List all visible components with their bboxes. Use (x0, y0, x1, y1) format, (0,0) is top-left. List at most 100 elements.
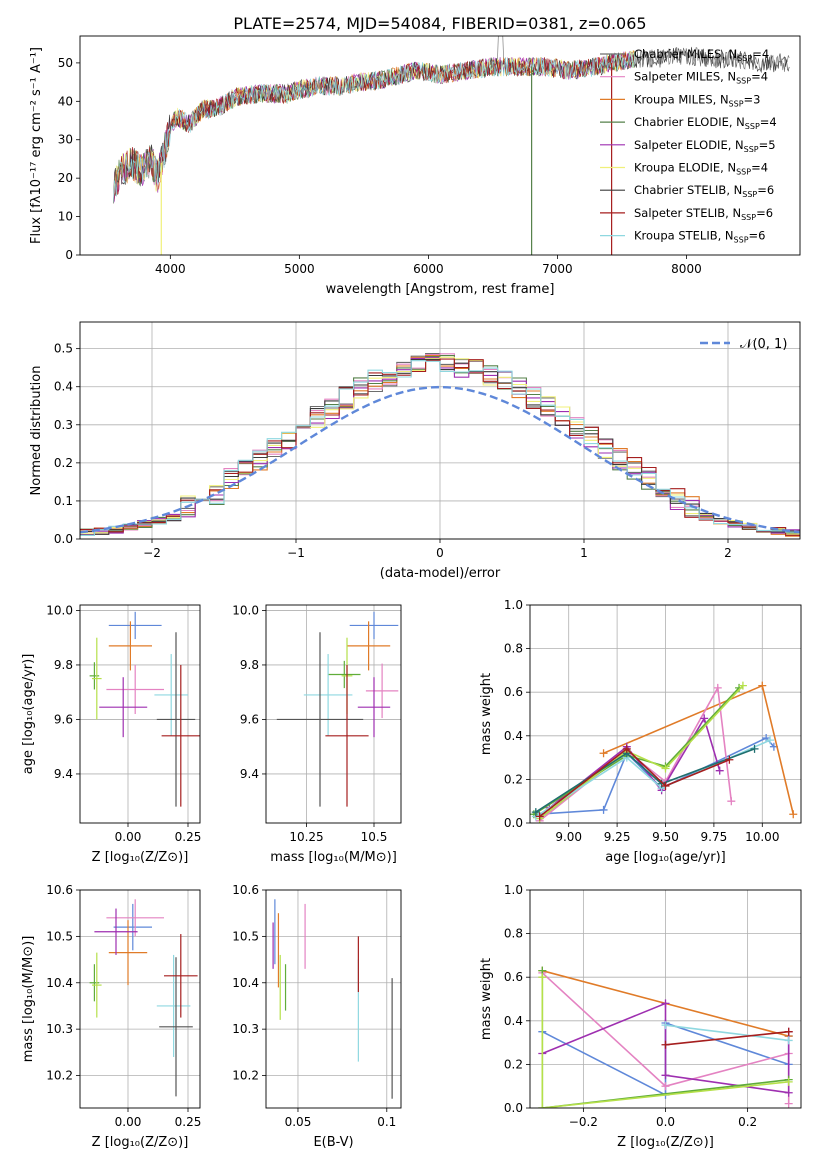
weight_vs_Z-marker (784, 1027, 793, 1036)
age_vs_mass-xlabel: mass [log₁₀(M/M⊙)] (270, 850, 397, 865)
weight_vs_age-xlabel: age [log₁₀(age/yr)] (605, 850, 726, 865)
spectrum-xtick-label: 5000 (284, 262, 315, 276)
weight_vs_age-xtick-label: 9.50 (652, 830, 679, 844)
weight_vs_Z-ytick-label: 1.0 (504, 883, 523, 897)
legend-entry-sub: SSP (744, 145, 759, 154)
weight_vs_age-ylabel: mass weight (479, 673, 494, 755)
legend-entry-name: Salpeter STELIB, N (634, 206, 741, 220)
weight_vs_age-marker (531, 808, 540, 817)
weight_vs_age-marker (727, 797, 736, 806)
weight_vs_Z-marker (538, 1104, 547, 1108)
weight_vs_age-frame (529, 604, 802, 824)
weight_vs_age-marker (535, 812, 544, 821)
legend-entry: Chabrier STELIB, NSSP=6 (634, 183, 774, 199)
age_vs_mass-ytick-label: 9.6 (240, 712, 259, 726)
mass_vs_ebv-ytick-label: 10.6 (232, 883, 259, 897)
residual_hist-ytick-label: 0.0 (54, 532, 73, 546)
weight_vs_Z-ytick-label: 0.2 (504, 1057, 523, 1071)
mass_vs_Z-ytick-label: 10.6 (46, 883, 73, 897)
weight_vs_Z-xtick-label: 0.0 (656, 1115, 675, 1129)
age_vs_Z-xlabel: Z [log₁₀(Z/Z⊙)] (92, 850, 189, 865)
spectrum-axes: 4000 5000 6000 7000 8000 0 10 20 30 40 50 wavelengt… (29, 35, 801, 297)
spectrum-ytick-label: 0 (65, 248, 73, 262)
weight_vs_age-marker (622, 744, 631, 753)
legend-entry-sub: SSP (737, 54, 752, 63)
spectrum-xtick-label: 4000 (155, 262, 186, 276)
spectrum-line-9 (113, 52, 635, 204)
legend-entry-name: Salpeter MILES, N (634, 70, 736, 84)
mass_vs_Z-xtick-label: 0.25 (175, 1115, 202, 1129)
mass_vs_Z-marks (89, 899, 198, 1097)
mass_vs_ebv-marks (272, 899, 393, 1099)
legend-entry-name: Chabrier MILES, N (634, 47, 737, 61)
legend-entry-sub: SSP (729, 99, 744, 108)
weight_vs_age-marker (661, 764, 670, 773)
weight_vs_age-marker (789, 810, 798, 819)
weight_vs_Z-marker (538, 973, 547, 982)
spectrum-xtick-label: 6000 (413, 262, 444, 276)
weight_vs_Z-xlabel: Z [log₁₀(Z/Z⊙)] (617, 1135, 714, 1150)
age_vs_mass-ytick-label: 10.0 (232, 603, 259, 617)
residual_hist-axes: −2 −1 0 1 2 0.0 0.1 0.2 0.3 0.4 0.5 (data-model)/er… (29, 321, 801, 581)
legend-entry-eq: =3 (744, 92, 761, 106)
weight_vs_Z-ytick-label: 0.6 (504, 970, 523, 984)
legend-entry-name: Kroupa MILES, N (634, 92, 729, 106)
weight_vs_age-marker (715, 766, 724, 775)
mass_vs_ebv-ytick-label: 10.3 (232, 1022, 259, 1036)
weight_vs_Z-marker (784, 1077, 793, 1086)
residual_hist-ytick-label: 0.5 (54, 342, 73, 356)
age_vs_Z-axes: 0.00 0.25 9.4 9.6 9.8 10.0 Z [log₁₀(Z/Z⊙)] age … (21, 603, 201, 865)
weight_vs_Z-series-6 (541, 977, 789, 1108)
weight_vs_age-marker (758, 681, 767, 690)
residual_hist-xtick-label: 2 (724, 546, 732, 560)
spectrum-ytick-label: 30 (58, 133, 73, 147)
weight_vs_Z-marker (784, 1036, 793, 1045)
spectrum-ytick-label: 10 (58, 210, 73, 224)
residual_hist-frame (79, 321, 801, 540)
weight_vs_age-ytick-label: 0.2 (504, 772, 523, 786)
weight_vs_Z-marker (661, 1071, 670, 1080)
spectrum-line-8 (113, 52, 635, 204)
weight_vs_age-xtick-label: 9.25 (604, 830, 631, 844)
age_vs_Z-ytick-label: 9.6 (54, 712, 73, 726)
legend-entry: Kroupa ELODIE, NSSP=4 (634, 161, 768, 177)
weight_vs_Z-ytick-label: 0.8 (504, 927, 523, 941)
weight_vs_age-series-9 (539, 747, 730, 818)
legend-entry-eq: =4 (760, 115, 777, 129)
weight_vs_Z-marker (784, 1088, 793, 1097)
hist-step-9 (80, 360, 800, 536)
residual_hist-xtick-label: 0 (436, 546, 444, 560)
residual_hist-xtick-label: 1 (580, 546, 588, 560)
weight_vs_age-marker (725, 755, 734, 764)
spectrum-xtick-label: 7000 (542, 262, 573, 276)
weight_vs_age-series-8 (535, 748, 755, 813)
age_vs_Z-ylabel: age [log₁₀(age/yr)] (21, 654, 36, 775)
legend-entry-eq: =5 (759, 138, 776, 152)
mass_vs_Z-frame (79, 889, 201, 1109)
weight_vs_age-marker (738, 681, 747, 690)
residual_hist-xlabel: (data-model)/error (380, 566, 501, 581)
age_vs_Z-ytick-label: 9.8 (54, 658, 73, 672)
mass_vs_ebv-xtick-label: 0.05 (285, 1115, 312, 1129)
age_vs_Z-ytick-label: 9.4 (54, 767, 73, 781)
spectrum-xtick-label: 8000 (671, 262, 702, 276)
legend-entry-name: Chabrier ELODIE, N (634, 115, 745, 129)
weight_vs_age-series-5 (533, 687, 740, 815)
weight_vs_age-marker (713, 683, 722, 692)
weight_vs_age-marker (750, 744, 759, 753)
normal-curve (80, 385, 800, 534)
weight_vs_age-axes: 9.00 9.25 9.50 9.75 10.00 0.0 0.2 0.4 0.6 0.8 1.0 a… (479, 598, 802, 865)
residual_hist-ytick-label: 0.2 (54, 456, 73, 470)
weight_vs_Z-axes: −0.2 0.0 0.2 0.0 0.2 0.4 0.6 0.8 1.0 Z [log₁₀(Z/Z… (479, 883, 802, 1150)
legend-entry: Salpeter ELODIE, NSSP=5 (634, 138, 776, 154)
legend-entry-sub: SSP (736, 77, 751, 86)
weight_vs_age-series-1 (535, 737, 775, 816)
mass_vs_ebv-axes: 0.05 0.1 10.2 10.3 10.4 10.5 10.6 E(B-V) (232, 883, 402, 1150)
weight_vs_Z-marker (661, 1040, 670, 1049)
weight_vs_Z-xtick-label: 0.2 (738, 1115, 757, 1129)
age_vs_Z-xtick-label: 0.00 (115, 830, 142, 844)
weight_vs_age-xtick-label: 9.00 (555, 830, 582, 844)
residual_hist-ytick-label: 0.1 (54, 494, 73, 508)
